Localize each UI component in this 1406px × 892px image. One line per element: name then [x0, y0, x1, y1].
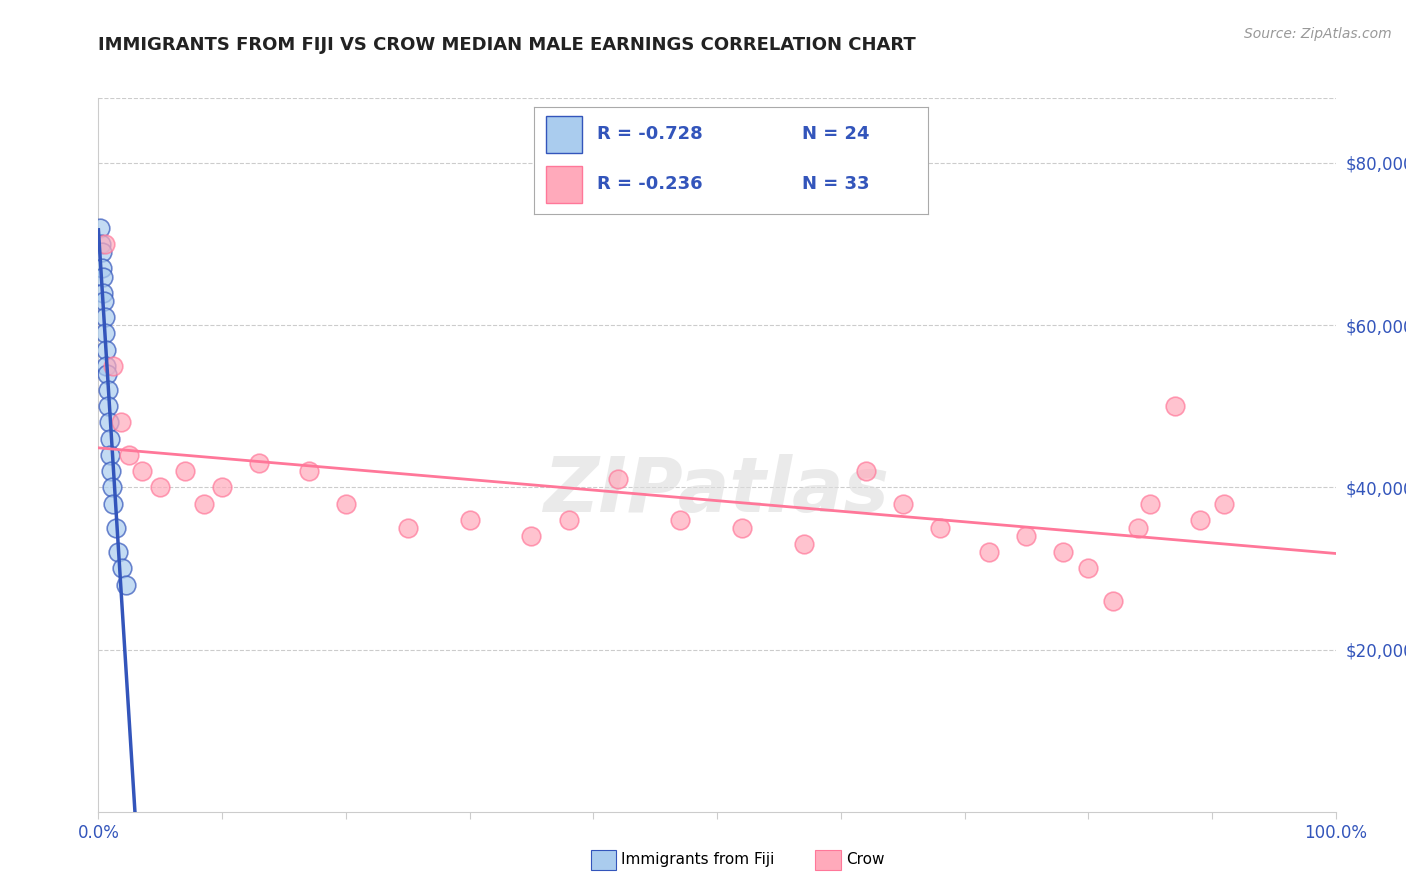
Point: [174, 464, 197, 478]
Point: [98, 432, 121, 446]
Text: N = 33: N = 33: [801, 175, 869, 193]
Point: [1126, 521, 1149, 535]
Text: Immigrants from Fiji: Immigrants from Fiji: [621, 853, 775, 867]
Point: [93, 285, 115, 300]
Point: [104, 521, 127, 535]
Point: [928, 521, 950, 535]
Point: [96, 359, 118, 373]
Point: [93, 237, 115, 252]
Point: [298, 464, 321, 478]
Text: ZIPatlas: ZIPatlas: [544, 454, 890, 527]
Point: [90, 237, 112, 252]
Point: [193, 497, 215, 511]
Point: [731, 521, 754, 535]
Point: [1139, 497, 1161, 511]
Point: [89, 220, 111, 235]
Point: [94, 343, 117, 357]
Point: [93, 310, 115, 324]
Point: [855, 464, 877, 478]
Point: [107, 545, 129, 559]
Point: [669, 513, 692, 527]
Point: [458, 513, 481, 527]
Point: [110, 416, 132, 430]
Point: [98, 448, 121, 462]
Point: [211, 480, 233, 494]
Point: [94, 326, 117, 341]
Point: [1077, 561, 1099, 575]
Point: [1015, 529, 1038, 543]
Point: [520, 529, 543, 543]
Point: [97, 416, 120, 430]
Point: [97, 399, 120, 413]
Point: [91, 269, 114, 284]
Point: [1102, 594, 1125, 608]
Text: Crow: Crow: [846, 853, 884, 867]
Text: Source: ZipAtlas.com: Source: ZipAtlas.com: [1244, 27, 1392, 41]
Text: R = -0.728: R = -0.728: [598, 125, 703, 143]
Point: [247, 456, 270, 470]
Point: [149, 480, 172, 494]
Point: [793, 537, 815, 551]
Point: [100, 464, 122, 478]
Point: [103, 497, 125, 511]
Point: [90, 245, 112, 260]
Point: [979, 545, 1001, 559]
Point: [91, 261, 114, 276]
Point: [101, 480, 124, 494]
Point: [103, 359, 125, 373]
Point: [335, 497, 357, 511]
Point: [557, 513, 579, 527]
Point: [1213, 497, 1236, 511]
Point: [114, 577, 136, 591]
Text: N = 24: N = 24: [801, 125, 869, 143]
Point: [396, 521, 419, 535]
Point: [1052, 545, 1074, 559]
Point: [111, 561, 134, 575]
Point: [891, 497, 914, 511]
Point: [1164, 399, 1187, 413]
Point: [96, 367, 118, 381]
FancyBboxPatch shape: [546, 166, 582, 203]
Point: [1188, 513, 1211, 527]
Point: [97, 383, 120, 397]
Point: [93, 293, 115, 308]
Text: R = -0.236: R = -0.236: [598, 175, 703, 193]
FancyBboxPatch shape: [546, 116, 582, 153]
Point: [118, 448, 141, 462]
Point: [607, 472, 630, 486]
Text: IMMIGRANTS FROM FIJI VS CROW MEDIAN MALE EARNINGS CORRELATION CHART: IMMIGRANTS FROM FIJI VS CROW MEDIAN MALE…: [98, 36, 917, 54]
Point: [131, 464, 153, 478]
